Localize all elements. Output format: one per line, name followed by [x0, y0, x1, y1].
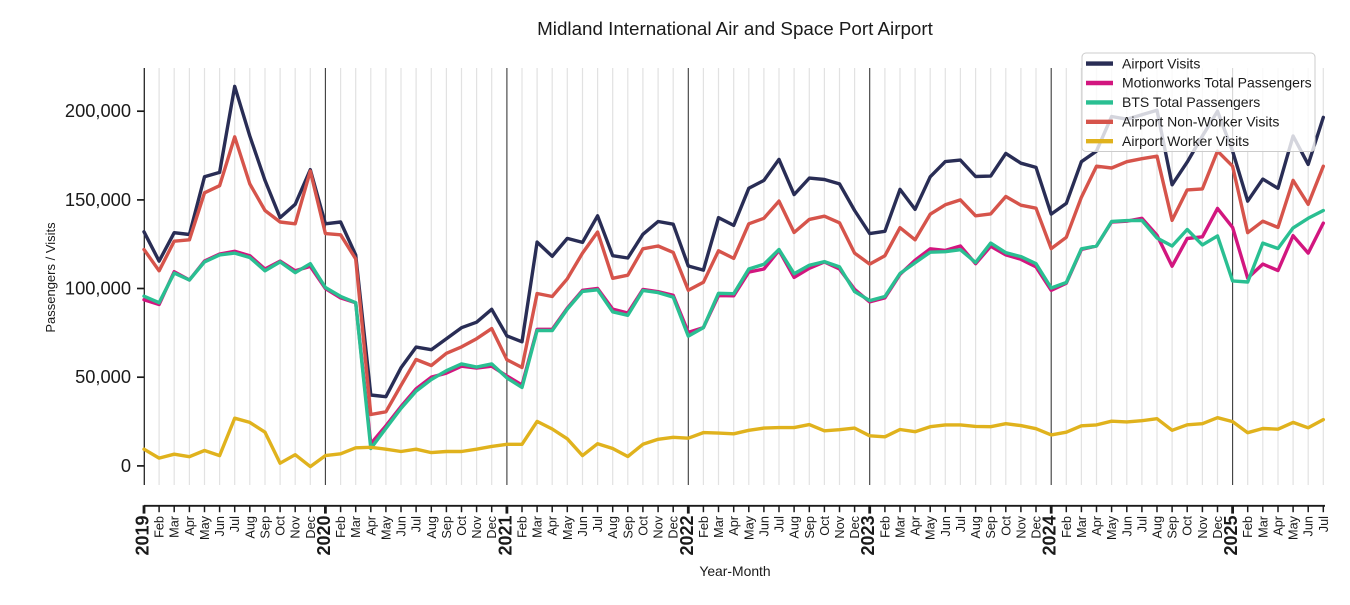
svg-text:Jun: Jun [939, 516, 953, 536]
svg-text:May: May [924, 515, 938, 540]
svg-text:Mar: Mar [1256, 515, 1270, 538]
svg-text:Sep: Sep [1166, 516, 1180, 539]
svg-text:Apr: Apr [364, 515, 378, 536]
svg-text:Passengers / Visits: Passengers / Visits [43, 222, 58, 333]
svg-text:Airport Worker Visits: Airport Worker Visits [1122, 133, 1249, 149]
svg-text:0: 0 [121, 455, 131, 476]
svg-text:200,000: 200,000 [65, 100, 131, 121]
svg-text:Dec: Dec [667, 515, 681, 538]
svg-text:Jul: Jul [954, 516, 968, 532]
svg-text:Oct: Oct [636, 516, 650, 536]
svg-text:Feb: Feb [1060, 516, 1074, 538]
svg-text:Aug: Aug [1151, 516, 1165, 539]
svg-text:Jun: Jun [395, 516, 409, 536]
svg-text:Motionworks Total Passengers: Motionworks Total Passengers [1122, 75, 1312, 91]
svg-text:Aug: Aug [425, 516, 439, 539]
svg-text:Aug: Aug [243, 516, 257, 539]
svg-text:Airport Visits: Airport Visits [1122, 55, 1200, 71]
svg-text:50,000: 50,000 [75, 366, 131, 387]
svg-text:2021: 2021 [495, 516, 515, 556]
svg-text:May: May [561, 515, 575, 540]
svg-text:Jun: Jun [213, 516, 227, 536]
svg-text:Dec: Dec [1030, 515, 1044, 538]
svg-text:Jul: Jul [1317, 516, 1331, 532]
svg-text:Apr: Apr [1272, 515, 1286, 536]
svg-text:Mar: Mar [712, 515, 726, 538]
svg-text:Aug: Aug [788, 516, 802, 539]
svg-text:Apr: Apr [546, 515, 560, 536]
svg-text:Jul: Jul [228, 516, 242, 532]
svg-text:150,000: 150,000 [65, 189, 131, 210]
svg-text:Oct: Oct [999, 516, 1013, 536]
svg-text:Oct: Oct [1181, 516, 1195, 536]
svg-text:Aug: Aug [969, 516, 983, 539]
svg-text:2019: 2019 [133, 516, 153, 556]
svg-text:Jul: Jul [410, 516, 424, 532]
svg-text:Jul: Jul [1135, 516, 1149, 532]
svg-text:May: May [1105, 515, 1119, 540]
svg-text:Mar: Mar [894, 515, 908, 538]
svg-text:Jun: Jun [1302, 516, 1316, 536]
svg-text:May: May [1287, 515, 1301, 540]
svg-text:Year-Month: Year-Month [699, 563, 770, 579]
svg-text:Apr: Apr [183, 515, 197, 536]
svg-text:May: May [198, 515, 212, 540]
svg-text:Mar: Mar [1075, 515, 1089, 538]
svg-text:2024: 2024 [1040, 516, 1060, 556]
svg-text:Mar: Mar [531, 515, 545, 538]
svg-text:Nov: Nov [833, 515, 847, 538]
svg-text:2022: 2022 [677, 516, 697, 556]
svg-text:Oct: Oct [818, 516, 832, 536]
svg-text:Feb: Feb [516, 516, 530, 538]
svg-text:Dec: Dec [1211, 515, 1225, 538]
svg-text:Jun: Jun [576, 516, 590, 536]
svg-text:Jul: Jul [591, 516, 605, 532]
svg-text:Sep: Sep [984, 516, 998, 539]
svg-text:Apr: Apr [909, 515, 923, 536]
svg-text:Dec: Dec [485, 515, 499, 538]
svg-text:Sep: Sep [803, 516, 817, 539]
svg-text:Nov: Nov [1196, 515, 1210, 538]
svg-text:Oct: Oct [455, 516, 469, 536]
svg-text:2020: 2020 [314, 516, 334, 556]
svg-text:2025: 2025 [1221, 516, 1241, 556]
svg-text:Apr: Apr [727, 515, 741, 536]
svg-text:Jun: Jun [1120, 516, 1134, 536]
svg-text:Nov: Nov [289, 515, 303, 538]
svg-text:100,000: 100,000 [65, 278, 131, 299]
svg-text:May: May [742, 515, 756, 540]
svg-text:Feb: Feb [697, 516, 711, 538]
svg-text:Nov: Nov [470, 515, 484, 538]
svg-text:Feb: Feb [153, 516, 167, 538]
svg-text:Feb: Feb [334, 516, 348, 538]
svg-text:Oct: Oct [274, 516, 288, 536]
svg-text:Dec: Dec [848, 515, 862, 538]
svg-text:Dec: Dec [304, 515, 318, 538]
svg-text:BTS Total Passengers: BTS Total Passengers [1122, 94, 1260, 110]
svg-text:Airport Non-Worker Visits: Airport Non-Worker Visits [1122, 114, 1279, 130]
svg-text:May: May [379, 515, 393, 540]
svg-text:Aug: Aug [606, 516, 620, 539]
svg-text:Feb: Feb [878, 516, 892, 538]
svg-text:Jul: Jul [773, 516, 787, 532]
svg-text:Nov: Nov [1014, 515, 1028, 538]
svg-text:Apr: Apr [1090, 515, 1104, 536]
svg-text:Mar: Mar [168, 515, 182, 538]
svg-text:Sep: Sep [259, 516, 273, 539]
svg-text:Nov: Nov [652, 515, 666, 538]
svg-text:Midland International Air and: Midland International Air and Space Port… [537, 18, 933, 39]
svg-text:Feb: Feb [1241, 516, 1255, 538]
svg-text:Sep: Sep [440, 516, 454, 539]
svg-text:2023: 2023 [858, 516, 878, 556]
svg-text:Jun: Jun [757, 516, 771, 536]
svg-text:Sep: Sep [621, 516, 635, 539]
svg-text:Mar: Mar [349, 515, 363, 538]
